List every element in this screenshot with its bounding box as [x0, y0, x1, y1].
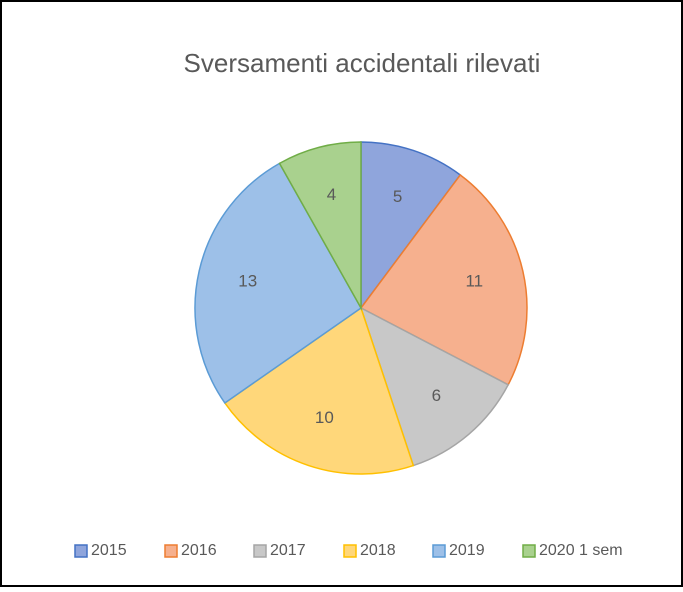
legend-swatch [343, 544, 357, 558]
pie-slice [359, 306, 510, 467]
data-label: 4 [327, 185, 336, 204]
pie-slice [194, 162, 362, 405]
legend-label: 2017 [270, 542, 306, 559]
legend-label: 2016 [181, 542, 217, 559]
pie-slice [359, 173, 528, 386]
legend-label: 2019 [449, 542, 485, 559]
chart-title: Sversamenti accidentali rilevati [184, 48, 541, 78]
data-label: 5 [393, 187, 402, 206]
legend-swatch [522, 544, 536, 558]
pie-slice [223, 306, 415, 475]
pie-slice [360, 141, 462, 311]
legend-swatch [253, 544, 267, 558]
legend-swatch [164, 544, 178, 558]
data-label: 11 [465, 272, 483, 291]
legend-label: 2018 [360, 542, 396, 559]
data-label: 13 [238, 272, 257, 291]
legend-swatch [74, 544, 88, 558]
pie-slice [278, 141, 362, 311]
data-label: 6 [432, 386, 441, 405]
legend-label: 2020 1 sem [539, 542, 623, 559]
data-label: 10 [315, 408, 334, 427]
legend-swatch [432, 544, 446, 558]
legend-label: 2015 [91, 542, 127, 559]
